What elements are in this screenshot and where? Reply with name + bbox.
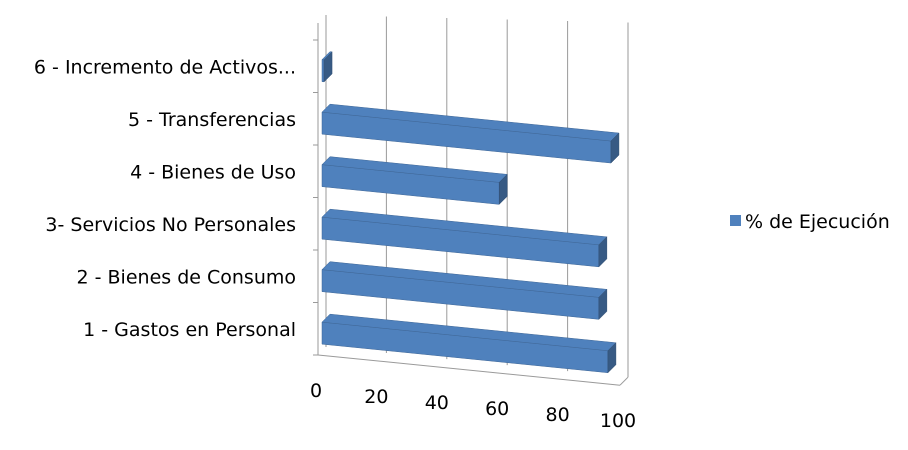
bar-end [598,236,608,268]
x-tick-label: 80 [546,404,570,426]
bar-2 [321,261,608,320]
bar-3 [321,208,608,268]
bar-1 [321,313,617,374]
x-tick-label: 100 [600,410,636,432]
category-label: 6 - Incremento de Activos... [34,56,296,78]
category-label: 4 - Bienes de Uso [130,161,296,183]
x-axis-tick-labels: 0 20 40 60 80 100 [310,380,636,432]
x-tick-label: 20 [364,386,388,408]
x-tick-label: 40 [425,392,449,414]
legend-swatch [730,215,741,226]
bar-end [610,132,620,164]
category-label: 2 - Bienes de Consumo [77,266,297,288]
bar-end [498,173,508,205]
category-label: 5 - Transferencias [128,109,296,131]
category-labels: 1 - Gastos en Personal 2 - Bienes de Cons… [34,56,296,341]
x-tick-label: 60 [485,398,509,420]
bar-6 [321,51,333,83]
x-axis-depth [619,376,629,386]
legend: % de Ejecución [730,211,890,233]
x-axis [317,354,621,386]
bar-front [321,59,325,83]
bar-4 [321,156,508,205]
bar-end [607,342,617,374]
bar-end [323,51,333,83]
bars [321,51,620,374]
bar-end [598,288,608,320]
legend-label: % de Ejecución [745,211,890,233]
x-tick-label: 0 [310,380,322,402]
bar-5 [321,103,620,164]
category-label: 3- Servicios No Personales [45,214,296,236]
category-label: 1 - Gastos en Personal [83,319,296,341]
